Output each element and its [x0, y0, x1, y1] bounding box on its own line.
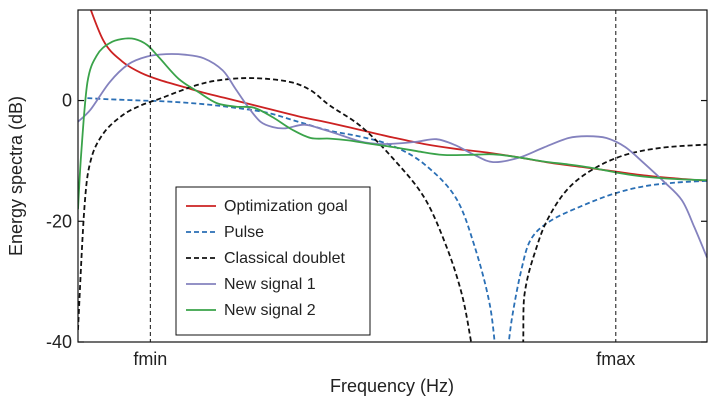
series-line-1	[89, 10, 708, 182]
series-line-2	[87, 97, 708, 342]
y-tick-label: 0	[62, 91, 72, 111]
x-axis-label: Frequency (Hz)	[330, 376, 454, 396]
y-axis-label: Energy spectra (dB)	[6, 96, 26, 256]
legend-label: Optimization goal	[224, 198, 348, 215]
y-axis: 0 -20 -40	[46, 91, 707, 352]
legend-label: Classical doublet	[224, 250, 346, 267]
data-lines	[78, 10, 708, 342]
reference-lines	[149, 10, 617, 342]
x-tick-label: fmax	[596, 349, 635, 369]
y-tick-label: -40	[46, 332, 72, 352]
legend-label: Pulse	[224, 224, 264, 241]
legend-label: New signal 1	[224, 276, 316, 293]
legend: Optimization goal Pulse Classical doublet N…	[175, 186, 371, 336]
x-tick-label: fmin	[133, 349, 167, 369]
plot-frame	[77, 9, 708, 343]
x-axis: fmin fmax	[133, 349, 635, 369]
series-line-3	[78, 77, 708, 342]
legend-label: New signal 2	[224, 302, 316, 319]
y-tick-label: -20	[46, 211, 72, 231]
series-line-5	[78, 37, 708, 210]
